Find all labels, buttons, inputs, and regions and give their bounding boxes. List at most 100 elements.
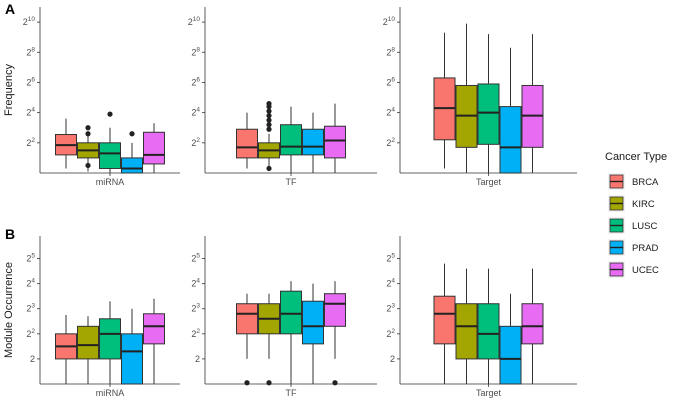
outlier-point — [129, 131, 135, 137]
outlier-point — [266, 100, 272, 107]
legend-item-kirc: KIRC — [608, 195, 655, 212]
legend-item-lusc: LUSC — [608, 217, 657, 234]
y-tick-label: 24 — [191, 278, 200, 289]
box-lusc — [280, 106, 302, 173]
box-prad — [499, 47, 522, 174]
box-body — [302, 128, 324, 156]
box-lusc — [477, 34, 500, 173]
box-body — [324, 125, 346, 159]
y-tick-label: 210 — [383, 16, 396, 27]
y-tick-label: 210 — [23, 16, 36, 27]
box-ucec — [324, 281, 346, 386]
box-body — [477, 303, 500, 360]
legend: Cancer Type BRCA KIRC LUSC PRAD UCEC — [605, 151, 667, 278]
panel-a: AFrequency22242628210miRNA22242628210TF2… — [3, 1, 577, 187]
legend-item-ucec: UCEC — [608, 261, 659, 278]
y-tick-label: 23 — [386, 303, 395, 314]
box-prad — [121, 308, 143, 385]
box-kirc — [455, 268, 478, 384]
legend-item-brca: BRCA — [608, 173, 659, 190]
y-tick-label: 22 — [191, 328, 200, 339]
box-body — [143, 313, 165, 345]
box-lusc — [477, 268, 500, 384]
y-tick-label: 23 — [26, 303, 35, 314]
box-body — [280, 290, 302, 335]
legend-label: BRCA — [632, 177, 659, 188]
x-tick-label: miRNA — [96, 388, 125, 398]
y-tick-label: 210 — [188, 16, 201, 27]
outlier-point — [266, 126, 272, 132]
legend-label: PRAD — [632, 243, 659, 254]
legend-item-prad: PRAD — [608, 239, 659, 256]
outlier-point — [244, 380, 250, 386]
y-tick-label: 22 — [191, 137, 200, 148]
y-tick-label: 22 — [26, 328, 35, 339]
y-tick-label: 26 — [191, 76, 200, 87]
y-tick-label: 25 — [26, 253, 35, 264]
box-brca — [236, 293, 258, 386]
facet-mirna: 22 24 26 28 210 miRNA — [23, 7, 180, 187]
y-tick-label: 22 — [386, 137, 395, 148]
outlier-point — [266, 113, 272, 119]
legend-label: UCEC — [632, 265, 659, 276]
box-prad — [302, 112, 324, 173]
y-tick-label: 24 — [26, 107, 35, 118]
box-prad — [499, 293, 522, 385]
box-brca — [55, 315, 77, 384]
outlier-point — [107, 111, 113, 117]
facet-target: 22 24 26 28 210 Target — [383, 7, 577, 187]
box-body — [143, 131, 165, 165]
outlier-point — [266, 165, 272, 172]
box-body — [477, 83, 500, 145]
box-prad — [121, 131, 143, 174]
box-kirc — [455, 23, 478, 173]
box-body — [99, 318, 121, 360]
outlier-point — [332, 380, 338, 386]
y-tick-label: 2 — [30, 354, 35, 364]
x-tick-label: TF — [286, 177, 297, 187]
y-axis-label: Module Occurrence — [3, 262, 15, 358]
box-brca — [433, 32, 456, 169]
box-kirc — [77, 125, 99, 172]
outlier-point — [85, 162, 91, 169]
box-body — [455, 303, 478, 360]
box-brca — [236, 112, 258, 169]
box-body — [280, 124, 302, 156]
box-body — [499, 325, 522, 385]
box-brca — [433, 263, 456, 384]
box-body — [521, 303, 544, 345]
y-tick-label: 24 — [26, 278, 35, 289]
outlier-point — [85, 131, 91, 137]
box-body — [99, 142, 121, 169]
y-tick-label: 24 — [386, 107, 395, 118]
box-body — [302, 300, 324, 345]
y-axis-label: Frequency — [3, 64, 15, 116]
x-tick-label: Target — [476, 388, 502, 398]
x-tick-label: miRNA — [96, 177, 125, 187]
facet-tf: 22 24 26 28 210 TF — [188, 7, 377, 187]
box-prad — [302, 283, 324, 384]
box-body — [77, 325, 99, 360]
box-ucec — [521, 268, 544, 384]
y-tick-label: 22 — [386, 328, 395, 339]
box-kirc — [258, 100, 280, 172]
box-body — [433, 295, 456, 345]
y-tick-label: 25 — [191, 253, 200, 264]
y-tick-label: 24 — [386, 278, 395, 289]
panel-label: A — [5, 1, 15, 17]
box-ucec — [143, 123, 165, 173]
outlier-point — [266, 117, 272, 123]
box-lusc — [99, 301, 121, 384]
panel-label: B — [5, 226, 15, 242]
y-tick-label: 2 — [195, 354, 200, 364]
box-ucec — [324, 103, 346, 173]
y-tick-label: 23 — [191, 303, 200, 314]
outlier-point — [266, 108, 272, 114]
x-tick-label: Target — [476, 177, 502, 187]
y-tick-label: 22 — [26, 137, 35, 148]
